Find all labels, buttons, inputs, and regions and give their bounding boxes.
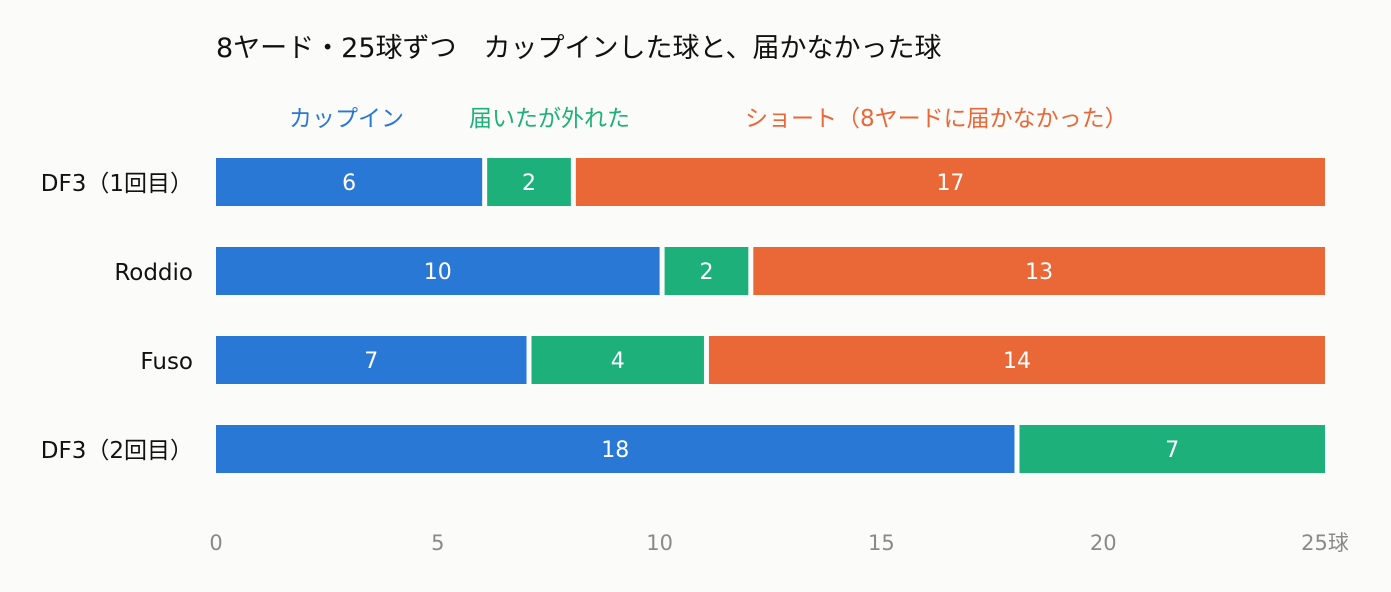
- bar-segments: [216, 158, 1325, 473]
- bar-value-label: 14: [1003, 349, 1031, 374]
- bar-value-label: 4: [611, 349, 625, 374]
- bar-segment: [531, 336, 704, 384]
- bar-value-label: 7: [364, 349, 378, 374]
- bar-segment: [664, 247, 749, 295]
- x-axis-tick-label: 10: [646, 531, 673, 555]
- bar-value-label: 7: [1165, 438, 1179, 463]
- legend-item-short: ショート（8ヤードに届かなかった）: [745, 106, 1128, 132]
- chart-legend: カップイン 届いたが外れた ショート（8ヤードに届かなかった）: [289, 106, 1128, 132]
- bar-segment: [1019, 425, 1325, 473]
- category-label-df3-first: DF3（1回目）: [41, 171, 193, 197]
- x-axis-tick-label: 25球: [1301, 531, 1349, 555]
- bar-value-labels: 6 2 17 10 2 13 7 4 14 18 7: [342, 171, 1179, 463]
- bar-value-label: 2: [522, 171, 536, 196]
- bar-value-label: 6: [342, 171, 356, 196]
- bar-value-label: 2: [699, 260, 713, 285]
- x-axis-tick-label: 20: [1090, 531, 1117, 555]
- bar-value-label: 10: [424, 260, 452, 285]
- bar-segment: [487, 158, 571, 206]
- bar-segment: [216, 158, 483, 206]
- x-axis-tick-label: 0: [209, 531, 222, 555]
- bar-segment: [708, 336, 1325, 384]
- category-label-fuso: Fuso: [140, 349, 193, 375]
- bar-value-label: 13: [1025, 260, 1053, 285]
- legend-item-cupin: カップイン: [289, 106, 404, 132]
- bar-value-label: 17: [936, 171, 964, 196]
- x-axis-tick-label: 15: [868, 531, 895, 555]
- bar-value-label: 18: [601, 438, 629, 463]
- bar-segment: [753, 247, 1325, 295]
- chart-title: 8ヤード・25球ずつ カップインした球と、届かなかった球: [216, 33, 941, 64]
- x-axis-tick-labels: 0 5 10 15 20 25球: [209, 531, 1349, 555]
- bar-segment: [216, 425, 1015, 473]
- category-labels: DF3（1回目） Roddio Fuso DF3（2回目）: [41, 171, 193, 464]
- category-label-df3-second: DF3（2回目）: [41, 438, 193, 464]
- legend-item-reached-missed: 届いたが外れた: [469, 106, 630, 132]
- category-label-roddio: Roddio: [114, 260, 193, 286]
- bar-segment: [216, 247, 660, 295]
- bar-segment: [575, 158, 1325, 206]
- bar-segment: [216, 336, 527, 384]
- x-axis-tick-label: 5: [431, 531, 444, 555]
